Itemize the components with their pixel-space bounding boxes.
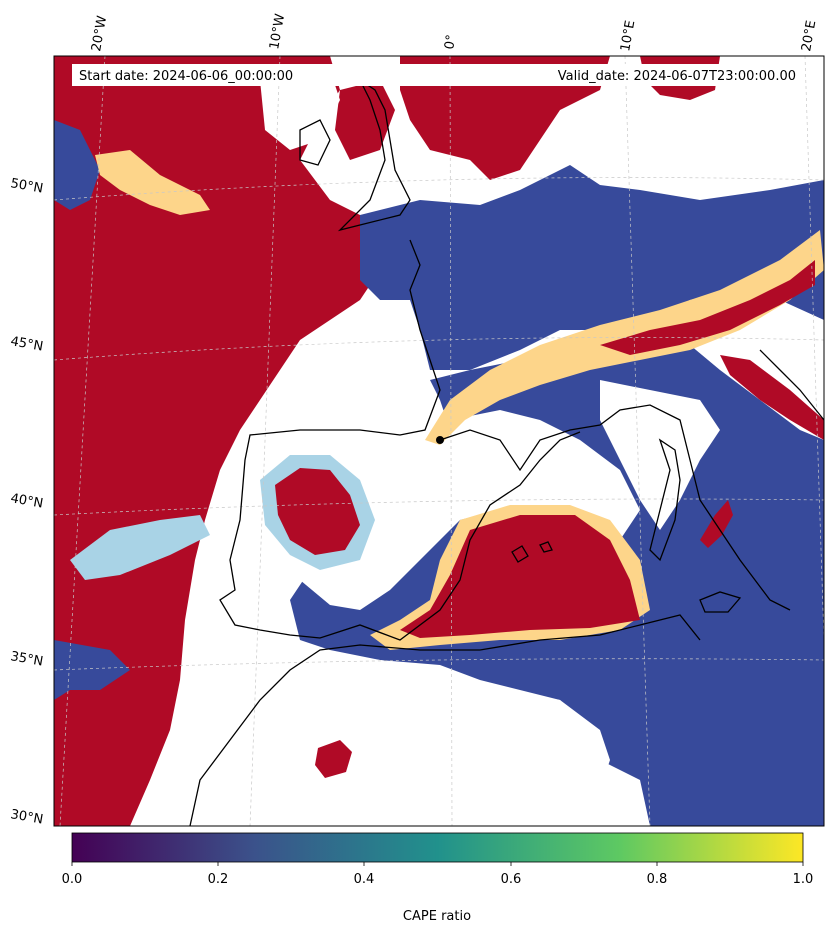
- field-low-sw: [54, 640, 130, 700]
- lon-label-10w: 10°W: [267, 13, 288, 51]
- colorbar-tick-2: 0.4: [354, 872, 375, 887]
- lon-label-20e: 20°E: [799, 19, 819, 52]
- info-bar: [72, 64, 802, 86]
- field-high-adriatic: [720, 355, 824, 440]
- map-panel: [54, 56, 824, 826]
- lat-label-50n: 50°N: [9, 176, 44, 196]
- field-high-wmed: [400, 515, 640, 638]
- field-high-nafrica: [315, 740, 352, 778]
- field-none-atlantic-band: [260, 70, 340, 150]
- field-high-atlantic: [54, 56, 410, 826]
- coastlines: [189, 69, 824, 826]
- field-none-iberia: [275, 410, 640, 610]
- field-high-ribbon: [600, 260, 815, 355]
- lat-label-35n: 35°N: [9, 649, 44, 669]
- colorbar-label: CAPE ratio: [403, 909, 471, 924]
- field-none-italy: [600, 380, 720, 530]
- map-frame: [53, 55, 825, 827]
- lon-label-20w: 20°W: [89, 15, 110, 53]
- field-high-iberia: [275, 468, 360, 555]
- valid-date-text: Valid_date: 2024-06-07T23:00:00.00: [558, 69, 796, 84]
- graticule: [54, 56, 824, 826]
- field-high-north: [400, 56, 610, 180]
- lon-label-0: 0°: [442, 34, 459, 51]
- colorbar-tick-1: 0.2: [208, 872, 229, 887]
- lat-label-30n: 30°N: [9, 807, 44, 827]
- colorbar-tick-5: 1.0: [793, 872, 814, 887]
- start-date-text: Start date: 2024-06-06_00:00:00: [79, 69, 293, 84]
- colorbar-tick-4: 0.8: [647, 872, 668, 887]
- field-none-east: [710, 100, 824, 180]
- colorbar: [71, 832, 804, 863]
- field-low-france: [360, 165, 824, 370]
- field-mid-atlantic-streak-2: [70, 515, 210, 580]
- colorbar-ticks: [71, 862, 804, 866]
- lat-label-40n: 40°N: [9, 491, 44, 511]
- point-marker: [436, 436, 444, 444]
- colorbar-tick-0: 0.0: [62, 872, 83, 887]
- field-mid-atlantic-streak: [95, 150, 210, 215]
- colorbar-tick-3: 0.6: [501, 872, 522, 887]
- lat-label-45n: 45°N: [9, 334, 44, 354]
- field-low-west: [54, 120, 100, 210]
- lon-label-10e: 10°E: [618, 19, 638, 52]
